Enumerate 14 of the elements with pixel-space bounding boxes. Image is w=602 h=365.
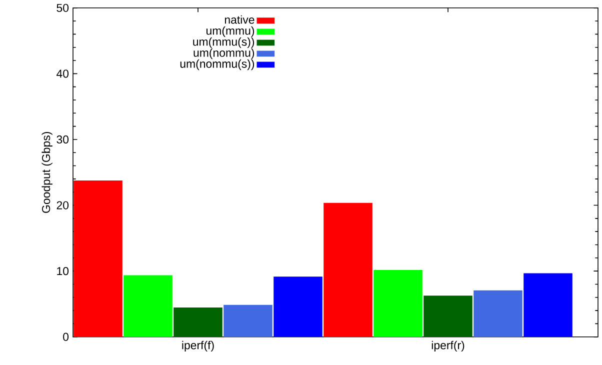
y-tick-label: 20 [56, 201, 69, 210]
legend-label: um(nommu(s)) [180, 59, 254, 70]
y-tick-label: 10 [57, 267, 69, 276]
y-tick-label: 50 [56, 4, 69, 12]
legend-label: native [224, 15, 254, 24]
y-tick-label: 0 [63, 332, 69, 341]
x-tick-label: iperf(r) [432, 340, 464, 352]
x-tick-label: iperf(f) [182, 340, 214, 352]
legend-label: um(mmu(s)) [193, 37, 254, 48]
legend-label: um(mmu) [206, 26, 254, 38]
legend-label: um(nommu) [194, 48, 254, 60]
y-tick-label: 30 [56, 135, 69, 144]
y-tick-label: 40 [56, 70, 69, 78]
y-axis-title: Goodput (Gbps) [42, 132, 52, 213]
